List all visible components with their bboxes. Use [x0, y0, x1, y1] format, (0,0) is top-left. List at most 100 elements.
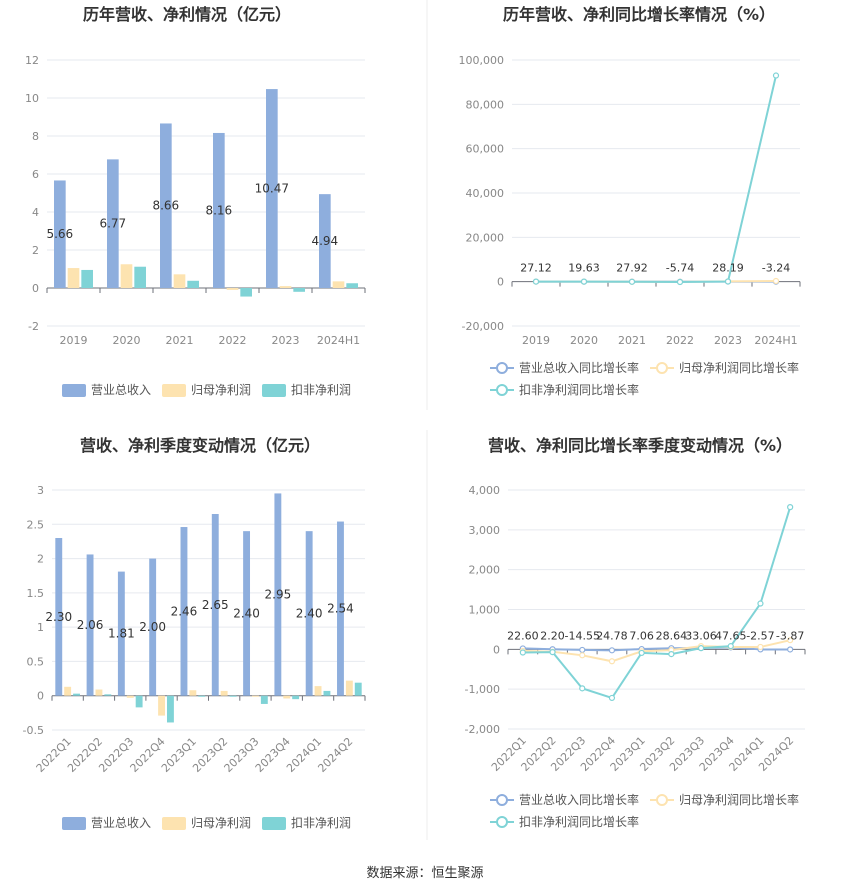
- y-tick-label: -2: [28, 320, 39, 333]
- chart-title: 营收、净利同比增长率季度变动情况（%）: [488, 436, 792, 455]
- x-tick-label: 2019: [60, 334, 88, 347]
- x-tick-label: 2019: [522, 334, 550, 347]
- bar-deducted-profit: [260, 695, 268, 704]
- bar-revenue: [211, 514, 219, 696]
- line-deducted-profit-growth: [535, 75, 777, 283]
- legend-label: 归母净利润同比增长率: [679, 792, 799, 807]
- x-tick-label: 2022: [219, 334, 247, 347]
- y-tick-label: 80,000: [466, 98, 505, 111]
- bar-revenue: [243, 531, 251, 696]
- legend-swatch: [262, 817, 286, 830]
- legend-swatch: [162, 384, 186, 397]
- data-label: 8.16: [205, 203, 232, 217]
- line-point: [676, 278, 684, 286]
- x-tick-label: 2021: [166, 334, 194, 347]
- bar-deducted-profit: [323, 690, 331, 696]
- data-label: 2.06: [77, 618, 104, 632]
- data-label: 24.78: [596, 629, 628, 642]
- legend-swatch-marker: [656, 794, 668, 806]
- bar-deducted-profit: [81, 269, 93, 288]
- line-point: [757, 600, 764, 607]
- line-point: [772, 72, 780, 79]
- y-tick-label: 12: [25, 54, 39, 67]
- y-tick-label: 0: [37, 690, 44, 703]
- line-point: [787, 637, 794, 644]
- line-point: [532, 278, 540, 285]
- legend-label: 营业总收入: [91, 816, 151, 830]
- x-tick-label: 2024Q2: [315, 735, 355, 775]
- data-label: 2.40: [296, 606, 323, 620]
- data-label: 19.63: [568, 262, 600, 275]
- legend-swatch-marker: [496, 384, 508, 396]
- bar-revenue: [319, 194, 331, 288]
- chart-annual-growth-rate: 历年营收、净利同比增长率情况（%） -20,000 0 20,000 40,000 60,…: [459, 5, 801, 397]
- legend-label: 营业总收入同比增长率: [519, 360, 639, 375]
- bar-revenue: [213, 132, 225, 288]
- y-tick-label: -1,000: [465, 683, 500, 696]
- line-point: [549, 649, 556, 656]
- data-label: 2.54: [327, 602, 354, 616]
- y-tick-label: -2,000: [465, 723, 500, 736]
- line-point: [608, 647, 616, 654]
- chart-title: 历年营收、净利同比增长率情况（%）: [503, 5, 775, 24]
- source-note: 数据来源：恒生聚源: [366, 866, 484, 881]
- y-tick-label: 8: [32, 130, 39, 143]
- data-label: 2.95: [265, 588, 292, 602]
- line-point: [772, 277, 780, 285]
- bar-revenue: [305, 531, 313, 696]
- bar-revenue: [86, 554, 94, 696]
- legend-swatch-marker: [496, 362, 508, 374]
- legend-label: 归母净利润: [191, 383, 251, 397]
- data-label: -14.55: [565, 629, 600, 642]
- y-tick-label: 10: [25, 92, 39, 105]
- bar-net-profit: [283, 695, 291, 699]
- data-label: 5.66: [46, 227, 73, 241]
- line-point: [787, 646, 794, 653]
- line-point: [579, 685, 586, 692]
- y-tick-label: 4,000: [469, 484, 501, 497]
- y-tick-label: 0: [32, 282, 39, 295]
- legend-label: 归母净利润同比增长率: [679, 360, 799, 375]
- legend-swatch: [262, 384, 286, 397]
- x-tick-label: 2022: [666, 334, 694, 347]
- data-label: 28.19: [712, 262, 744, 275]
- data-label: 27.12: [520, 262, 552, 275]
- data-label: 2.40: [233, 606, 260, 620]
- y-tick-label: 2: [32, 244, 39, 257]
- legend-label: 归母净利润: [191, 816, 251, 830]
- y-tick-label: 3,000: [469, 524, 501, 537]
- bar-net-profit: [220, 690, 228, 696]
- legend-label: 营业总收入: [91, 383, 151, 397]
- y-tick-label: 2: [37, 553, 44, 566]
- bar-deducted-profit: [293, 288, 305, 292]
- data-label: -5.74: [666, 262, 694, 275]
- y-tick-label: 0: [493, 643, 500, 656]
- legend-label: 扣非净利润: [291, 816, 351, 830]
- chart-quarterly-revenue-profit: 营收、净利季度变动情况（亿元）-0.500.511.522.532022Q120…: [23, 436, 366, 830]
- bar-deducted-profit: [354, 682, 362, 696]
- data-label: 22.60: [507, 629, 539, 642]
- data-label: 10.47: [255, 182, 289, 196]
- line-point: [628, 278, 636, 285]
- bar-revenue: [55, 538, 63, 696]
- data-label: 2.00: [139, 620, 166, 634]
- bar-net-profit: [252, 695, 259, 697]
- line-deducted-profit-growth: [522, 506, 792, 700]
- line-point: [727, 643, 734, 650]
- legend-swatch-marker: [496, 816, 508, 828]
- bar-deducted-profit: [229, 695, 237, 697]
- y-tick-label: -20,000: [462, 320, 504, 333]
- line-revenue-growth: [522, 646, 791, 652]
- bar-net-profit: [173, 274, 186, 288]
- y-tick-label: -0.5: [23, 724, 44, 737]
- y-tick-label: 2.5: [27, 518, 45, 531]
- data-label: 2.20: [540, 629, 565, 642]
- x-tick-label: 2020: [113, 334, 141, 347]
- bar-deducted-profit: [198, 695, 206, 697]
- legend-swatch: [62, 384, 86, 397]
- bar-deducted-profit: [166, 695, 174, 723]
- bar-revenue: [266, 89, 278, 288]
- bar-net-profit: [158, 695, 165, 716]
- data-label: 27.92: [616, 262, 648, 275]
